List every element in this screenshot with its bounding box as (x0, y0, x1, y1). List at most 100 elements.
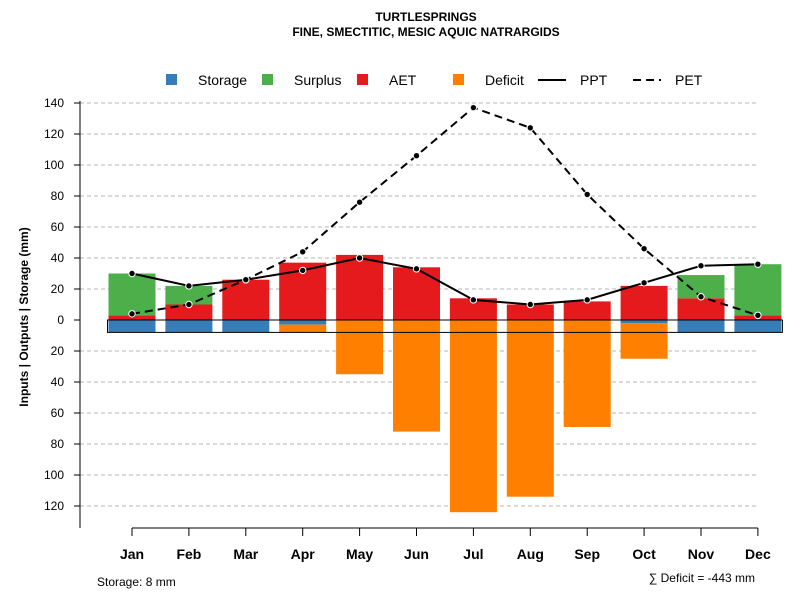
legend-swatch-deficit (453, 74, 464, 85)
point-ppt-sep (583, 296, 591, 304)
bar-aet-jun (393, 267, 440, 320)
point-pet-apr (299, 248, 307, 256)
bar-aet-aug (506, 304, 554, 320)
y-axis-label: Inputs | Outputs | Storage (mm) (17, 227, 31, 406)
legend: Storage Surplus AET Deficit PPT PET (166, 72, 703, 88)
legend-label-surplus: Surplus (294, 72, 341, 88)
point-pet-oct (640, 245, 648, 253)
point-ppt-dec (754, 260, 762, 268)
x-tick-label-dec: Dec (745, 546, 771, 562)
point-ppt-may (355, 254, 364, 262)
line-pet (131, 106, 759, 317)
x-tick-label-feb: Feb (176, 546, 201, 562)
y-tick-label-0: 140 (44, 96, 64, 110)
point-pet-sep (583, 190, 591, 199)
legend-swatch-surplus (262, 74, 273, 85)
point-pet-jan (128, 310, 136, 318)
point-ppt-jan (128, 269, 136, 278)
point-ppt-mar (242, 276, 250, 284)
point-ppt-nov (697, 262, 705, 270)
legend-label-deficit: Deficit (485, 72, 524, 88)
bar-surplus-jan (108, 273, 156, 316)
bar-aet-may (336, 254, 384, 320)
bar-storage-mar (222, 320, 270, 333)
y-tick-label-13: 120 (44, 499, 64, 513)
bar-aet-nov (677, 298, 725, 320)
bar-aet-oct (620, 285, 668, 320)
y-tick-label-11: 80 (51, 437, 65, 451)
bar-deficit-jul (449, 320, 497, 513)
x-tick-label-jun: Jun (404, 546, 429, 562)
point-ppt-jun (412, 265, 421, 273)
point-pet-jun (412, 152, 421, 160)
bar-surplus-dec (734, 264, 782, 316)
point-pet-aug (526, 124, 534, 132)
point-ppt-feb (185, 282, 193, 290)
bar-storage-feb (165, 320, 213, 333)
chart-title: TURTLESPRINGS (375, 10, 476, 24)
x-tick-label-jan: Jan (120, 546, 144, 562)
point-pet-dec (754, 311, 762, 320)
y-tick-label-7: 0 (57, 313, 64, 327)
point-pet-nov (697, 293, 705, 301)
bar-storage-apr (279, 320, 327, 325)
bar-storage-nov (677, 320, 725, 333)
point-ppt-oct (640, 279, 648, 287)
bar-aet-jan (108, 315, 156, 320)
point-ppt-apr (299, 266, 307, 275)
bar-aet-mar (222, 279, 270, 320)
y-tick-label-5: 40 (51, 251, 65, 265)
bar-surplus-nov (677, 275, 725, 299)
x-tick-label-aug: Aug (517, 546, 544, 562)
point-pet-jul (469, 103, 478, 112)
legend-label-storage: Storage (198, 72, 247, 88)
y-tick-label-8: 20 (51, 344, 65, 358)
y-tick-label-12: 100 (44, 468, 64, 482)
chart-subtitle: FINE, SMECTITIC, MESIC AQUIC NATRARGIDS (292, 25, 559, 39)
x-tick-label-mar: Mar (233, 546, 258, 562)
axes: 140 120 100 80 60 40 20 0 20 40 60 80 100 120 Jan Feb Ma… (44, 96, 771, 562)
x-tick-label-apr: Apr (291, 546, 316, 562)
point-ppt-aug (526, 300, 534, 309)
legend-swatch-aet (357, 74, 368, 85)
bar-deficit-jun (393, 320, 440, 432)
bar-aet-jul (449, 298, 497, 320)
point-ppt-jul (469, 296, 478, 304)
bar-deficit-sep (563, 320, 611, 427)
bar-deficit-aug (506, 320, 554, 497)
bar-deficit-may (336, 320, 384, 375)
bar-aet-feb (165, 304, 213, 320)
legend-label-aet: AET (389, 72, 417, 88)
bars (108, 254, 782, 513)
y-tick-label-3: 80 (51, 189, 65, 203)
legend-label-ppt: PPT (580, 72, 608, 88)
y-tick-label-1: 120 (44, 127, 64, 141)
line-ppt (131, 256, 758, 306)
bar-storage-dec (734, 320, 782, 333)
x-tick-label-sep: Sep (574, 546, 600, 562)
legend-swatch-storage (166, 74, 177, 85)
bar-storage-jan (108, 320, 156, 333)
y-tick-label-6: 20 (51, 282, 65, 296)
x-tick-label-oct: Oct (632, 546, 656, 562)
x-tick-label-may: May (346, 546, 373, 562)
legend-label-pet: PET (675, 72, 703, 88)
bar-deficit-oct (620, 323, 668, 359)
point-pet-may (355, 198, 364, 206)
storage-note: Storage: 8 mm (97, 575, 176, 589)
bar-storage-oct (620, 320, 668, 324)
y-tick-label-4: 60 (51, 220, 65, 234)
y-tick-label-10: 60 (51, 406, 65, 420)
zero-storage-box (107, 319, 783, 333)
bar-aet-sep (563, 301, 611, 320)
x-tick-label-nov: Nov (688, 546, 715, 562)
series-lines (128, 103, 762, 320)
y-tick-label-2: 100 (44, 158, 64, 172)
storage-capacity-box (107, 319, 783, 333)
deficit-note: ∑ Deficit = -443 mm (649, 571, 755, 585)
bar-deficit-apr (279, 324, 327, 333)
x-tick-label-jul: Jul (463, 546, 483, 562)
y-tick-label-9: 40 (51, 375, 65, 389)
point-pet-feb (185, 300, 193, 309)
